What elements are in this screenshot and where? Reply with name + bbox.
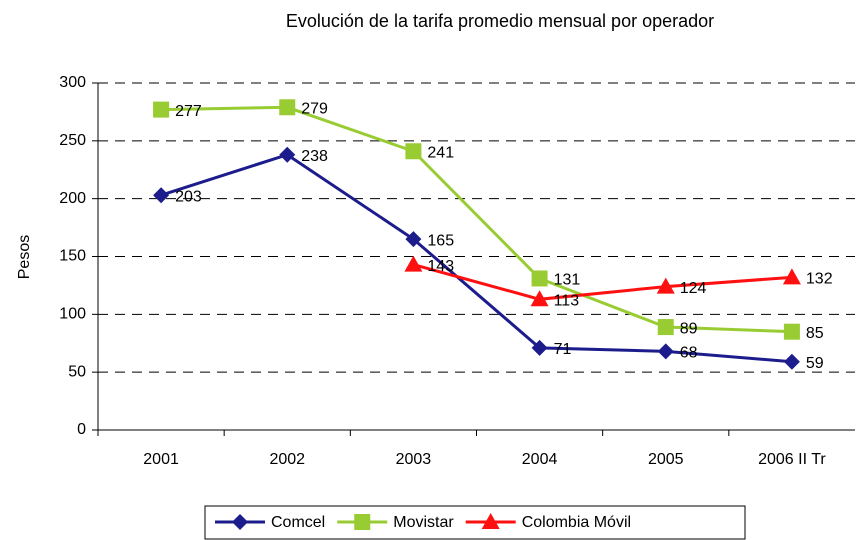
x-tick-label: 2006 II Tr: [758, 451, 826, 468]
x-tick-label: 2003: [396, 451, 432, 468]
data-point: [657, 343, 674, 360]
y-tick-label: 200: [59, 190, 86, 207]
data-point: [782, 268, 801, 285]
legend-label: Comcel: [271, 514, 325, 531]
data-label: 279: [301, 101, 328, 118]
data-label: 131: [554, 272, 581, 289]
y-tick-label: 100: [59, 306, 86, 323]
data-label: 59: [806, 355, 824, 372]
legend-label: Colombia Móvil: [522, 514, 631, 531]
data-label: 132: [806, 271, 833, 288]
x-tick-label: 2001: [143, 451, 179, 468]
legend-marker: [354, 514, 371, 530]
data-point: [783, 353, 800, 370]
data-point: [656, 277, 675, 294]
data-point: [405, 143, 422, 160]
data-point: [153, 101, 170, 118]
x-tick-label: 2002: [269, 451, 305, 468]
series-line: [160, 153, 793, 364]
data-label: 68: [680, 345, 698, 362]
data-point: [530, 290, 549, 307]
y-tick-label: 50: [68, 363, 86, 380]
data-label: 89: [680, 320, 698, 337]
data-point: [657, 319, 674, 336]
data-label: 124: [680, 280, 707, 297]
data-point: [531, 270, 548, 287]
data-label: 165: [427, 232, 454, 249]
data-point: [783, 323, 800, 340]
y-tick-label: 150: [59, 248, 86, 265]
data-point: [531, 339, 548, 356]
data-point: [405, 231, 422, 248]
y-axis-label: Pesos: [16, 235, 33, 279]
x-tick-label: 2005: [648, 451, 684, 468]
data-label: 143: [427, 258, 454, 275]
data-label: 241: [427, 144, 454, 161]
series-line: [413, 263, 793, 301]
data-point: [279, 99, 296, 116]
series-line: [161, 105, 792, 334]
legend-marker: [232, 514, 248, 530]
data-label: 113: [554, 293, 580, 310]
legend-marker: [481, 513, 500, 529]
x-tick-label: 2004: [522, 451, 558, 468]
y-tick-label: 300: [59, 74, 86, 91]
y-tick-label: 0: [77, 421, 86, 438]
data-label: 238: [301, 148, 328, 165]
legend-label: Movistar: [393, 514, 454, 531]
data-label: 277: [175, 103, 202, 120]
data-point: [153, 187, 170, 204]
y-tick-label: 250: [59, 132, 86, 149]
data-label: 71: [554, 341, 572, 358]
data-point: [404, 255, 423, 272]
data-label: 85: [806, 325, 824, 342]
data-point: [279, 146, 296, 163]
chart-title: Evolución de la tarifa promedio mensual …: [286, 11, 714, 31]
data-label: 203: [175, 188, 202, 205]
